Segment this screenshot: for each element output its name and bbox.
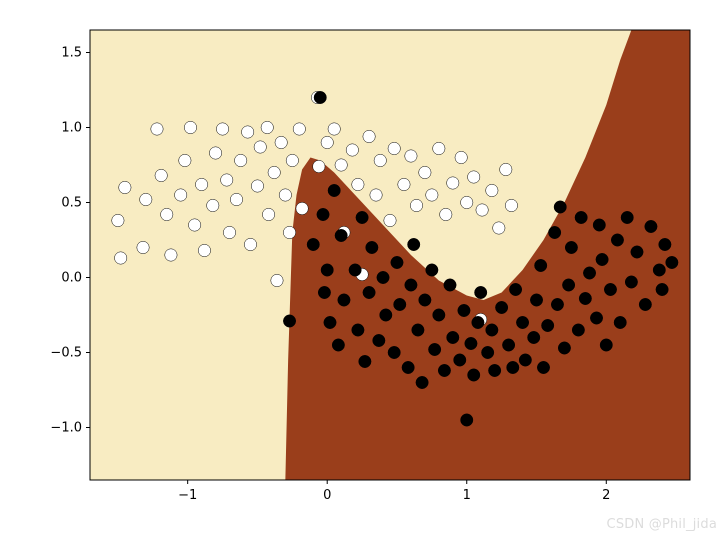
- y-tick-label: −0.5: [50, 345, 82, 360]
- x-tick-label: 0: [323, 488, 331, 503]
- y-tick-label: 1.0: [61, 120, 82, 135]
- y-tick-label: 1.5: [61, 45, 82, 60]
- watermark-text: CSDN @Phil_jida: [607, 517, 717, 532]
- y-tick-label: 0.0: [61, 270, 82, 285]
- x-tick-label: 1: [463, 488, 471, 503]
- classification-scatter-chart: [0, 0, 725, 536]
- y-tick-label: 0.5: [61, 195, 82, 210]
- x-tick-label: 2: [602, 488, 610, 503]
- y-tick-label: −1.0: [50, 420, 82, 435]
- x-tick-label: −1: [178, 488, 197, 503]
